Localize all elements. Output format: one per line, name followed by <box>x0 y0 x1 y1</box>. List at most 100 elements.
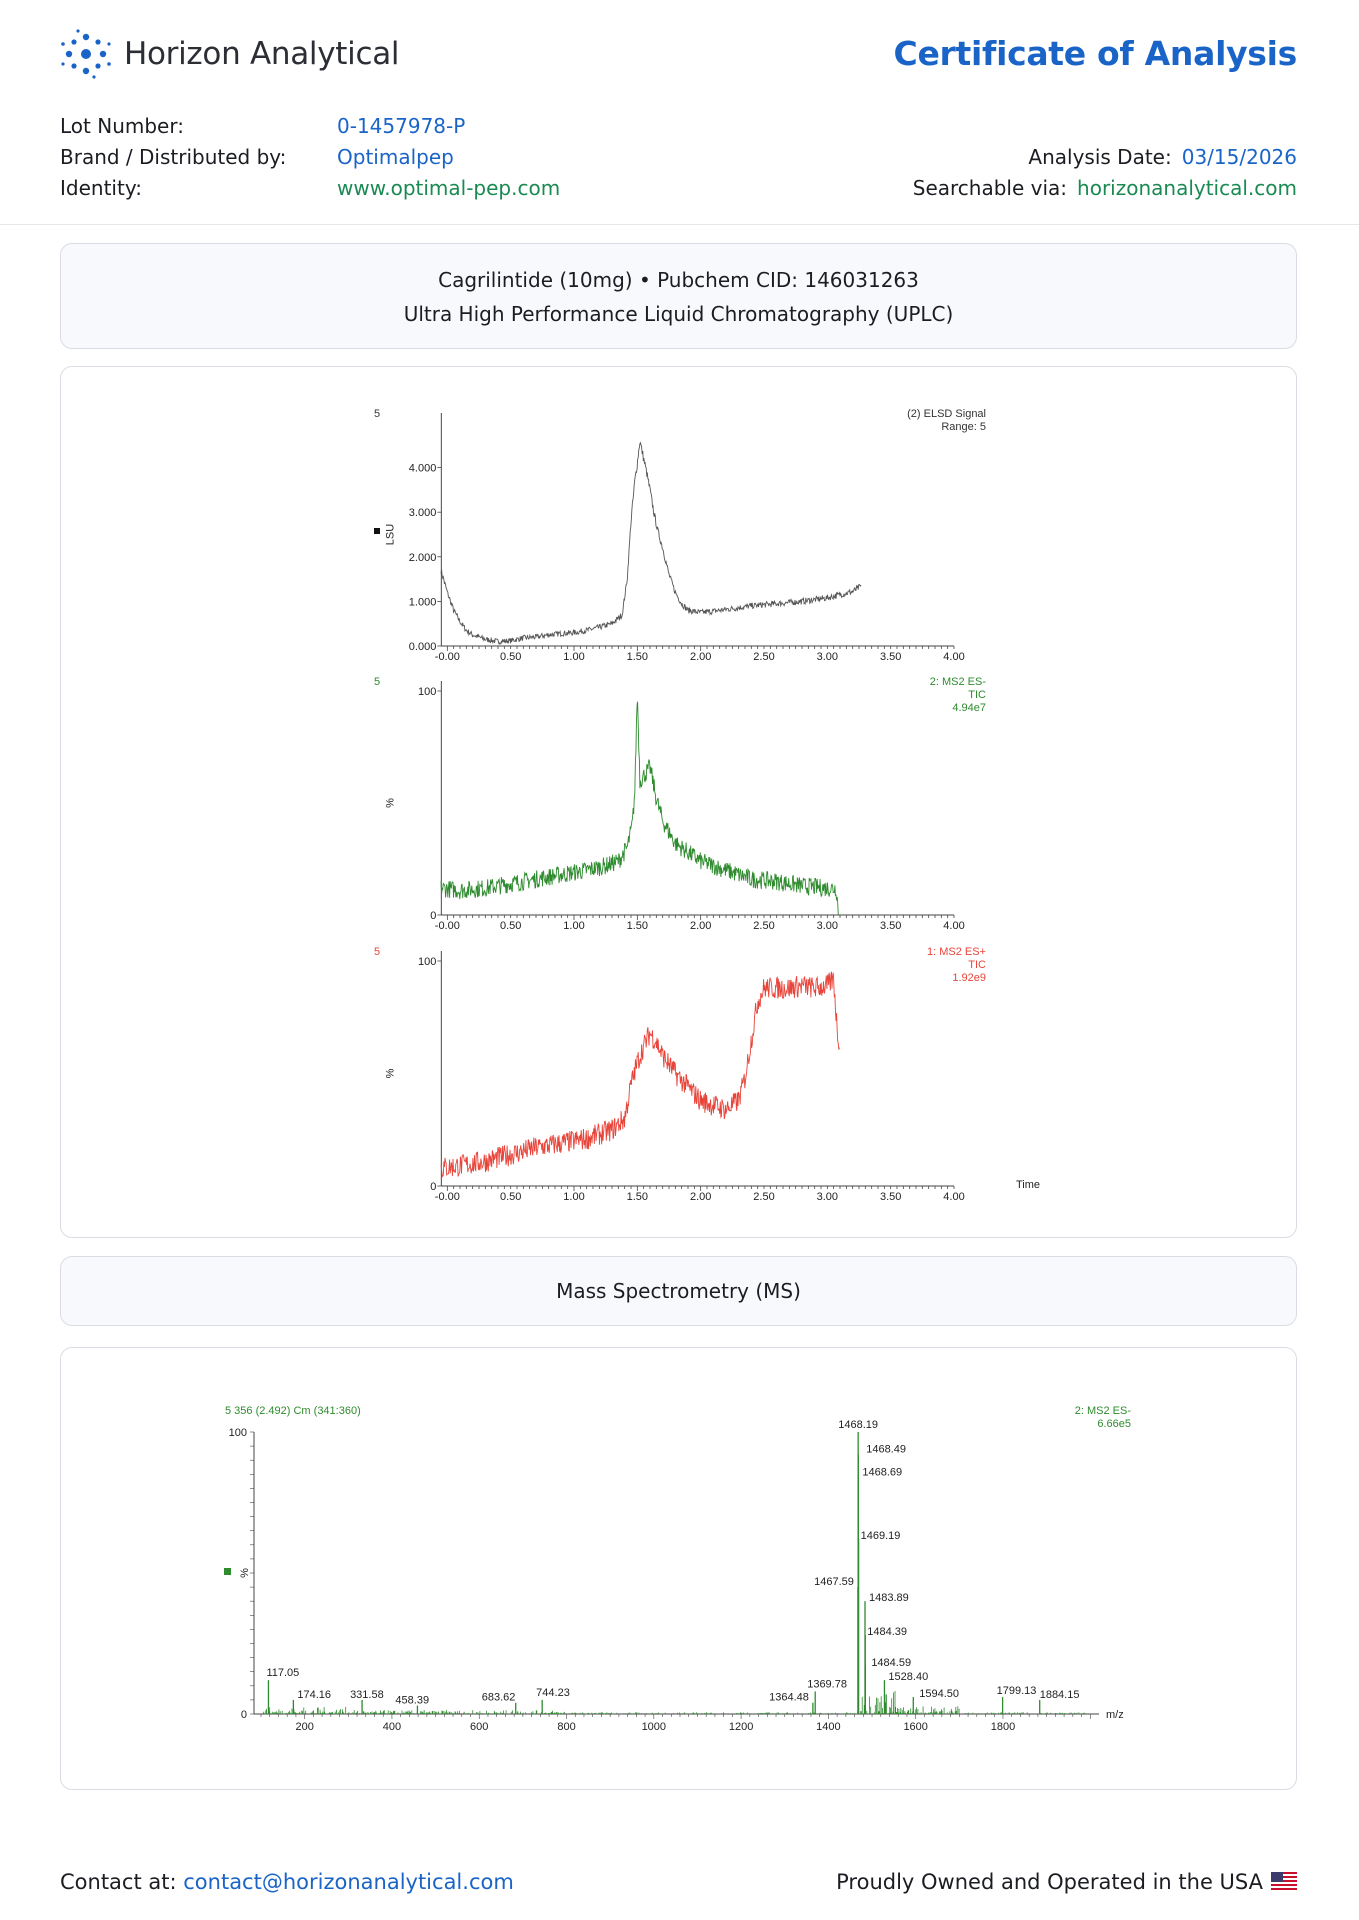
ms-peak-label: 744.23 <box>536 1687 570 1699</box>
molecule-logo-icon <box>61 29 111 79</box>
ms-peak-label: 1484.59 <box>871 1657 911 1669</box>
ms-peak-label: 117.05 <box>266 1667 299 1679</box>
ms-x-tick-label: 600 <box>470 1721 488 1733</box>
chromatogram-panel: 5 (2) ELSD Signal Range: 5 -0.00 0.50 1.00 1.5… <box>60 366 1297 1238</box>
chrom-info-label: (2) ELSD Signal <box>907 408 986 420</box>
ms-y-label: % <box>239 1568 251 1578</box>
document-title: Certificate of Analysis <box>893 34 1298 73</box>
identity-label: Identity: <box>60 176 142 200</box>
ms-peak-label: 1528.40 <box>888 1671 928 1683</box>
brand-value: Optimalpep <box>337 145 454 169</box>
chrom-corner-label: 5 <box>374 946 380 958</box>
chrom-x-tick-label: 3.50 <box>880 651 901 663</box>
chrom-y-tick-label: 0.000 <box>409 641 437 653</box>
chrom-x-tick-label: 2.00 <box>690 1191 711 1203</box>
searchable-row: Searchable via: horizonanalytical.com <box>913 176 1297 200</box>
ms-peak-label: 1364.48 <box>769 1692 809 1704</box>
chrom-y-tick-label: 2.000 <box>409 552 437 564</box>
ms-x-tick-label: 1400 <box>816 1721 840 1733</box>
analysis-date-label: Analysis Date: <box>1028 145 1172 169</box>
ms-peak-label: 1468.19 <box>838 1419 878 1431</box>
chrom-x-tick-label: 4.00 <box>943 920 964 932</box>
us-flag-icon <box>1271 1872 1297 1892</box>
ms-title-box: Mass Spectrometry (MS) <box>60 1256 1297 1326</box>
analysis-date-value: 03/15/2026 <box>1181 145 1297 169</box>
ms-peak-label: 174.16 <box>297 1689 331 1701</box>
ms-x-tick-label: 1000 <box>642 1721 666 1733</box>
uplc-info-box: Cagrilintide (10mg) • Pubchem CID: 14603… <box>60 243 1297 349</box>
chrom-y-tick-label: 100 <box>418 956 436 968</box>
ms-x-tick-label: 1800 <box>991 1721 1015 1733</box>
contact-email-link[interactable]: contact@horizonanalytical.com <box>183 1870 514 1894</box>
ms-peak-label: 1884.15 <box>1040 1689 1080 1701</box>
chrom-x-tick-label: 3.00 <box>817 651 838 663</box>
ms-peak-label: 458.39 <box>395 1695 429 1707</box>
analysis-date-row: Analysis Date: 03/15/2026 <box>1028 145 1297 169</box>
ms-section-title: Mass Spectrometry (MS) <box>556 1279 801 1303</box>
chrom-info-label: 1: MS2 ES+ <box>927 946 986 958</box>
chrom-info-label: 1.92e9 <box>952 972 986 984</box>
ms-peak-label: 331.58 <box>350 1689 384 1701</box>
chrom-x-tick-label: 4.00 <box>943 651 964 663</box>
chrom-y-tick-label: 1.000 <box>409 596 437 608</box>
chrom-y-label: LSU <box>384 524 396 545</box>
chrom-info-label: TIC <box>968 959 986 971</box>
chrom-x-tick-label: 2.50 <box>753 651 774 663</box>
identity-link[interactable]: www.optimal-pep.com <box>337 176 561 200</box>
searchable-link[interactable]: horizonanalytical.com <box>1077 176 1297 200</box>
lot-number-label: Lot Number: <box>60 114 184 138</box>
ms-x-tick-label: 200 <box>295 1721 313 1733</box>
header-divider <box>0 224 1359 225</box>
ms-spectrum-chart: 5 356 (2.492) Cm (341:360) 2: MS2 ES-6.66… <box>224 1405 1131 1733</box>
ms-spectrum-group: 5 356 (2.492) Cm (341:360) 2: MS2 ES-6.66… <box>224 1405 1131 1733</box>
ms-peak-label: 1594.50 <box>919 1688 959 1700</box>
chrom-y-label: % <box>384 798 396 808</box>
chrom-y-tick-label: 0 <box>430 1181 436 1193</box>
chrom-x-tick-label: -0.00 <box>435 1191 460 1203</box>
ms-peak-label: 1483.89 <box>869 1592 909 1604</box>
chrom-x-tick-label: -0.00 <box>435 651 460 663</box>
chrom-x-tick-label: 4.00 <box>943 1191 964 1203</box>
ms-marker-icon <box>224 1568 231 1575</box>
chrom-x-tick-label: 0.50 <box>500 920 521 932</box>
ms-peak-label: 1369.78 <box>807 1678 847 1690</box>
chrom-y-tick-label: 4.000 <box>409 463 437 475</box>
chrom-info-label: 2: MS2 ES- <box>930 676 987 688</box>
contact-row: Contact at: contact@horizonanalytical.co… <box>60 1870 514 1894</box>
ms-peak-label: 1469.19 <box>861 1530 901 1542</box>
method-line: Ultra High Performance Liquid Chromatogr… <box>403 302 954 326</box>
chrom-info-label: TIC <box>968 689 986 701</box>
ms-info-label: 2: MS2 ES- <box>1075 1405 1132 1417</box>
chrom-trace-line <box>440 441 862 646</box>
chrom-x-tick-label: 1.50 <box>627 920 648 932</box>
ms-x-label: m/z <box>1106 1709 1124 1721</box>
chrom-x-tick-label: 3.00 <box>817 1191 838 1203</box>
chrom-x-tick-label: 3.50 <box>880 1191 901 1203</box>
ms-y-tick-label: 0 <box>241 1709 247 1721</box>
ms-peak-label: 1468.69 <box>862 1466 902 1478</box>
chrom-y-tick-label: 0 <box>430 910 436 922</box>
searchable-label: Searchable via: <box>912 176 1068 200</box>
chrom-x-tick-label: 3.00 <box>817 920 838 932</box>
ms-header-label: 5 356 (2.492) Cm (341:360) <box>225 1405 361 1417</box>
chrom-x-tick-label: 2.00 <box>690 920 711 932</box>
usa-row: Proudly Owned and Operated in the USA <box>836 1870 1297 1894</box>
chrom-x-tick-label: 1.00 <box>563 651 584 663</box>
contact-label: Contact at: <box>60 1870 177 1894</box>
chrom-x-tick-label: 0.50 <box>500 651 521 663</box>
ms-y-tick-label: 100 <box>229 1427 247 1439</box>
brand-name: Horizon Analytical <box>124 36 400 72</box>
ms-x-tick-label: 1600 <box>903 1721 927 1733</box>
chrom-trace-line <box>440 971 840 1178</box>
chrom-info-label: Range: 5 <box>941 421 986 433</box>
chrom-y-label: % <box>384 1068 396 1078</box>
chrom-corner-label: 5 <box>374 408 380 420</box>
ms-x-tick-label: 800 <box>557 1721 575 1733</box>
compound-line: Cagrilintide (10mg) • Pubchem CID: 14603… <box>438 268 919 292</box>
ms-x-tick-label: 1200 <box>729 1721 753 1733</box>
chrom-x-tick-label: 2.00 <box>690 651 711 663</box>
ms-peak-label: 1468.49 <box>866 1444 906 1456</box>
